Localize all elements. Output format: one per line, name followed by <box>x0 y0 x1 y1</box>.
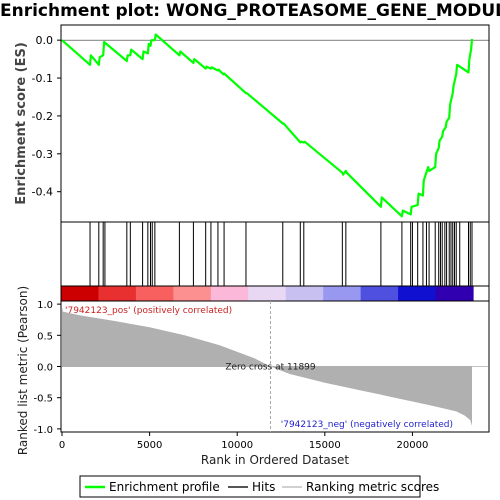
es-ytick-label: 0.0 <box>36 34 54 47</box>
legend-frame <box>79 475 421 498</box>
rank-ytick-label: -0.5 <box>33 394 53 405</box>
rank-xlabel: Rank in Ordered Dataset <box>201 453 349 467</box>
color-bar-segment <box>398 286 437 301</box>
rank-ytick-label: -1.0 <box>33 425 53 436</box>
hits-frame <box>60 221 490 287</box>
color-bar-segment <box>135 286 174 301</box>
legend-label: Enrichment profile <box>109 480 220 494</box>
color-bar-segment <box>61 286 100 301</box>
rank-ytick-label: 0.5 <box>37 331 53 342</box>
color-bar-segment <box>248 286 287 301</box>
legend: Enrichment profile Hits Ranking metric sco… <box>79 475 439 498</box>
negative-label: '7942123_neg' (negatively correlated) <box>281 420 453 430</box>
ranking-color-bar <box>60 285 490 302</box>
legend-label: Hits <box>252 480 275 494</box>
positive-label: '7942123_pos' (positively correlated) <box>65 306 232 316</box>
enrichment-profile-line <box>61 33 474 218</box>
hits-panel <box>60 221 490 287</box>
color-bar-segment <box>435 286 474 301</box>
es-ytick-label: -0.2 <box>32 110 53 123</box>
rank-xtick-label: 5000 <box>137 440 162 451</box>
zero-cross-label: Zero cross at 11899 <box>225 363 316 373</box>
es-ytick-label: -0.1 <box>32 72 53 85</box>
chart-title: Enrichment plot: WONG_PROTEASOME_GENE_MO… <box>0 1 500 21</box>
color-bar-segment <box>285 286 324 301</box>
es-ylabel: Enrichment score (ES) <box>14 42 29 205</box>
es-ytick-label: -0.4 <box>32 186 53 199</box>
rank-ytick-label: 1.0 <box>37 300 53 311</box>
ranked-list-panel: Zero cross at 11899 '7942123_pos' (positi… <box>16 286 490 467</box>
es-ytick-label: -0.3 <box>32 148 53 161</box>
rank-xtick-label: 0 <box>59 440 65 451</box>
rank-xtick-label: 10000 <box>221 440 253 451</box>
color-bar-segment <box>210 286 249 301</box>
rank-ytick-label: 0.0 <box>37 363 53 374</box>
color-bar-segment <box>173 286 212 301</box>
es-frame <box>60 24 490 223</box>
rank-xtick-label: 20000 <box>397 440 429 451</box>
color-bar-segment <box>360 286 399 301</box>
color-bar-segment <box>98 286 137 301</box>
rank-xtick-label: 15000 <box>309 440 341 451</box>
color-bar-segment <box>323 286 362 301</box>
rank-ylabel: Ranked list metric (Pearson) <box>16 286 30 455</box>
legend-label: Ranking metric scores <box>306 480 439 494</box>
